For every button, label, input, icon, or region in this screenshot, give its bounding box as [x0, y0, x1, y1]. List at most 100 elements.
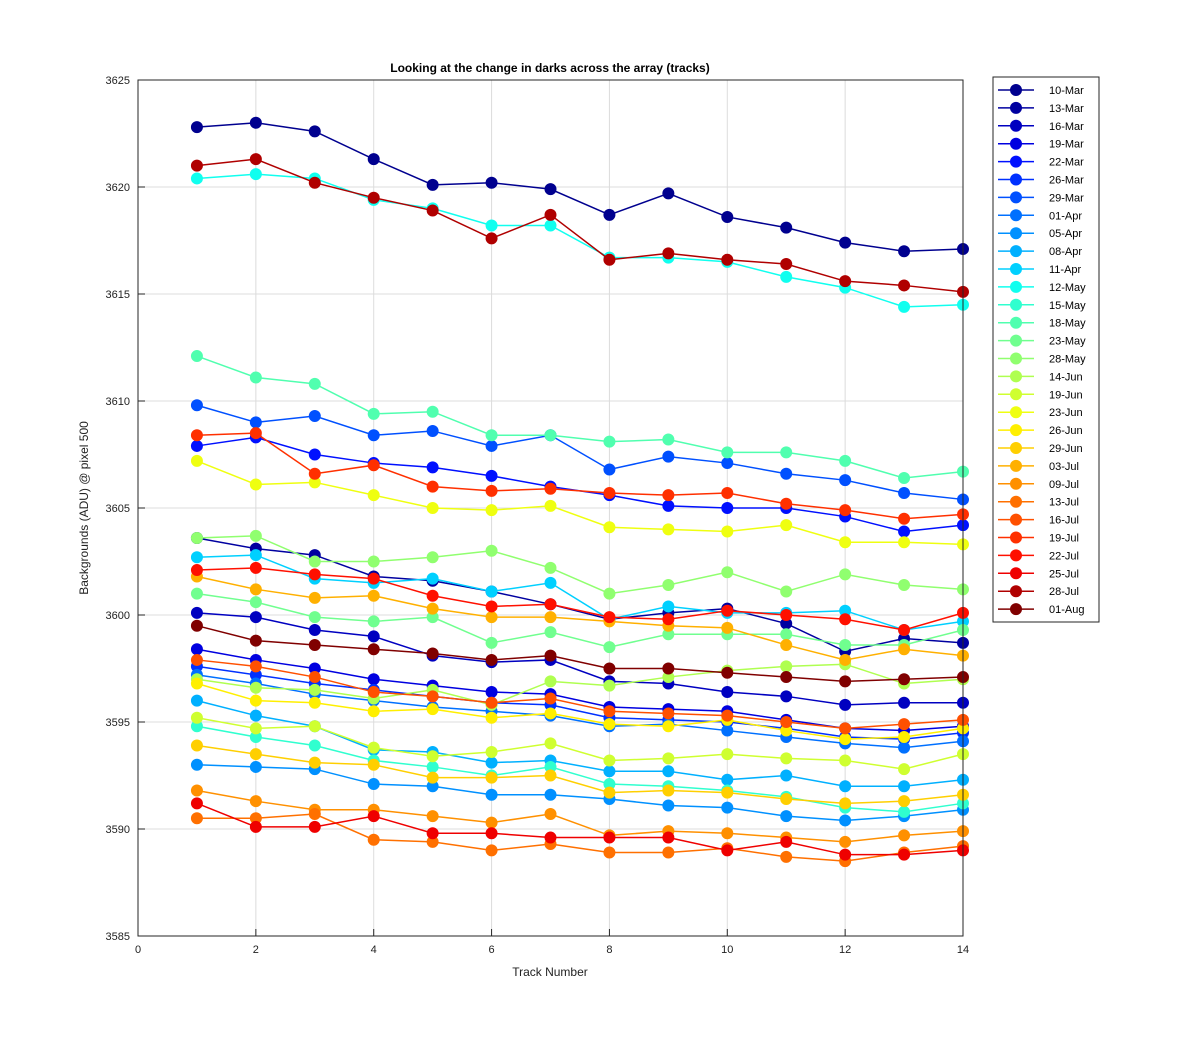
- data-point: [898, 623, 911, 636]
- legend-label: 16-Mar: [1049, 121, 1084, 133]
- legend-label: 25-Jul: [1049, 568, 1079, 580]
- legend-entry: 25-Jul: [998, 567, 1079, 580]
- data-point: [249, 722, 262, 735]
- data-point: [485, 686, 498, 699]
- data-point: [662, 600, 675, 613]
- legend-entry: 19-Mar: [998, 137, 1084, 151]
- legend-swatch-marker: [1010, 101, 1022, 114]
- series-line: [196, 537, 964, 653]
- series-line: [196, 725, 964, 813]
- data-point: [249, 549, 262, 562]
- data-point: [249, 660, 262, 673]
- legend-label: 09-Jul: [1049, 479, 1079, 491]
- data-point: [839, 848, 852, 861]
- data-point: [898, 487, 911, 500]
- x-tick-label: 12: [839, 944, 851, 956]
- series-line: [196, 674, 964, 749]
- series-line: [196, 665, 964, 740]
- legend-entry: 01-Apr: [998, 209, 1082, 222]
- data-point: [721, 253, 734, 266]
- data-point: [367, 572, 380, 585]
- series-line: [196, 592, 964, 648]
- series-19-Jul: [190, 427, 969, 525]
- legend-swatch-marker: [1010, 227, 1022, 240]
- data-point: [190, 694, 203, 707]
- data-point: [485, 636, 498, 649]
- data-point: [308, 409, 321, 422]
- data-point: [426, 703, 439, 716]
- data-point: [190, 711, 203, 724]
- legend-entry: 13-Jul: [998, 495, 1079, 509]
- data-point: [780, 519, 793, 532]
- data-point: [249, 478, 262, 491]
- data-point: [249, 583, 262, 596]
- legend-entry: 26-Jun: [998, 424, 1083, 437]
- data-point: [780, 258, 793, 271]
- data-point: [662, 831, 675, 844]
- data-point: [898, 805, 911, 818]
- data-point: [367, 778, 380, 791]
- data-point: [544, 561, 557, 574]
- legend-entry: 11-Apr: [998, 263, 1082, 276]
- data-point: [190, 564, 203, 577]
- data-point: [367, 643, 380, 656]
- data-point: [721, 502, 734, 514]
- data-point: [839, 638, 852, 651]
- series-line: [196, 764, 964, 822]
- data-point: [308, 591, 321, 604]
- data-point: [190, 587, 203, 600]
- legend-swatch-marker: [1010, 388, 1022, 401]
- data-point: [544, 808, 557, 821]
- series-line: [196, 682, 964, 740]
- data-point: [839, 613, 852, 626]
- series-19-Jun: [190, 711, 969, 776]
- legend-label: 12-May: [1049, 282, 1086, 294]
- data-point: [662, 846, 675, 859]
- data-point: [721, 604, 734, 617]
- y-tick-label: 3620: [106, 182, 130, 194]
- data-point: [249, 168, 262, 181]
- data-point: [190, 350, 203, 363]
- data-point: [190, 551, 203, 564]
- data-point: [190, 643, 203, 656]
- data-point: [367, 705, 380, 718]
- data-point: [721, 686, 734, 699]
- series-23-Jun: [190, 454, 969, 551]
- series-line: [196, 716, 964, 770]
- data-point: [190, 159, 203, 172]
- data-point: [190, 454, 203, 467]
- legend-entry: 19-Jul: [998, 531, 1079, 545]
- data-point: [485, 771, 498, 784]
- data-point: [603, 208, 616, 221]
- data-point: [603, 463, 616, 476]
- data-point: [721, 844, 734, 857]
- y-tick-label: 3595: [106, 717, 130, 729]
- data-point: [898, 780, 911, 793]
- data-point: [367, 615, 380, 628]
- legend-entry: 22-Mar: [998, 155, 1084, 169]
- chart-title: Looking at the change in darks across th…: [390, 61, 709, 75]
- y-tick-label: 3610: [106, 396, 130, 408]
- legend-swatch-marker: [1010, 531, 1022, 544]
- legend-swatch-marker: [1010, 280, 1022, 293]
- data-point: [780, 671, 793, 684]
- series-line: [196, 404, 964, 501]
- data-point: [308, 555, 321, 568]
- data-point: [544, 219, 557, 232]
- legend-swatch-marker: [1010, 245, 1022, 258]
- data-point: [426, 690, 439, 703]
- series-line: [196, 567, 964, 631]
- data-point: [367, 686, 380, 699]
- data-point: [721, 724, 734, 737]
- legend-swatch-marker: [1010, 424, 1022, 437]
- axis-ticks: 0 2 4 6 8 10 12 14 3585 3590 3595 3600 3605 3610 3615 3…: [106, 75, 970, 956]
- data-point: [544, 649, 557, 662]
- data-point: [308, 467, 321, 480]
- data-point: [721, 786, 734, 799]
- legend-label: 13-Jul: [1049, 497, 1079, 509]
- data-point: [190, 619, 203, 632]
- legend-label: 08-Apr: [1049, 246, 1082, 258]
- legend-label: 28-May: [1049, 354, 1086, 366]
- data-point: [308, 683, 321, 696]
- data-point: [426, 480, 439, 493]
